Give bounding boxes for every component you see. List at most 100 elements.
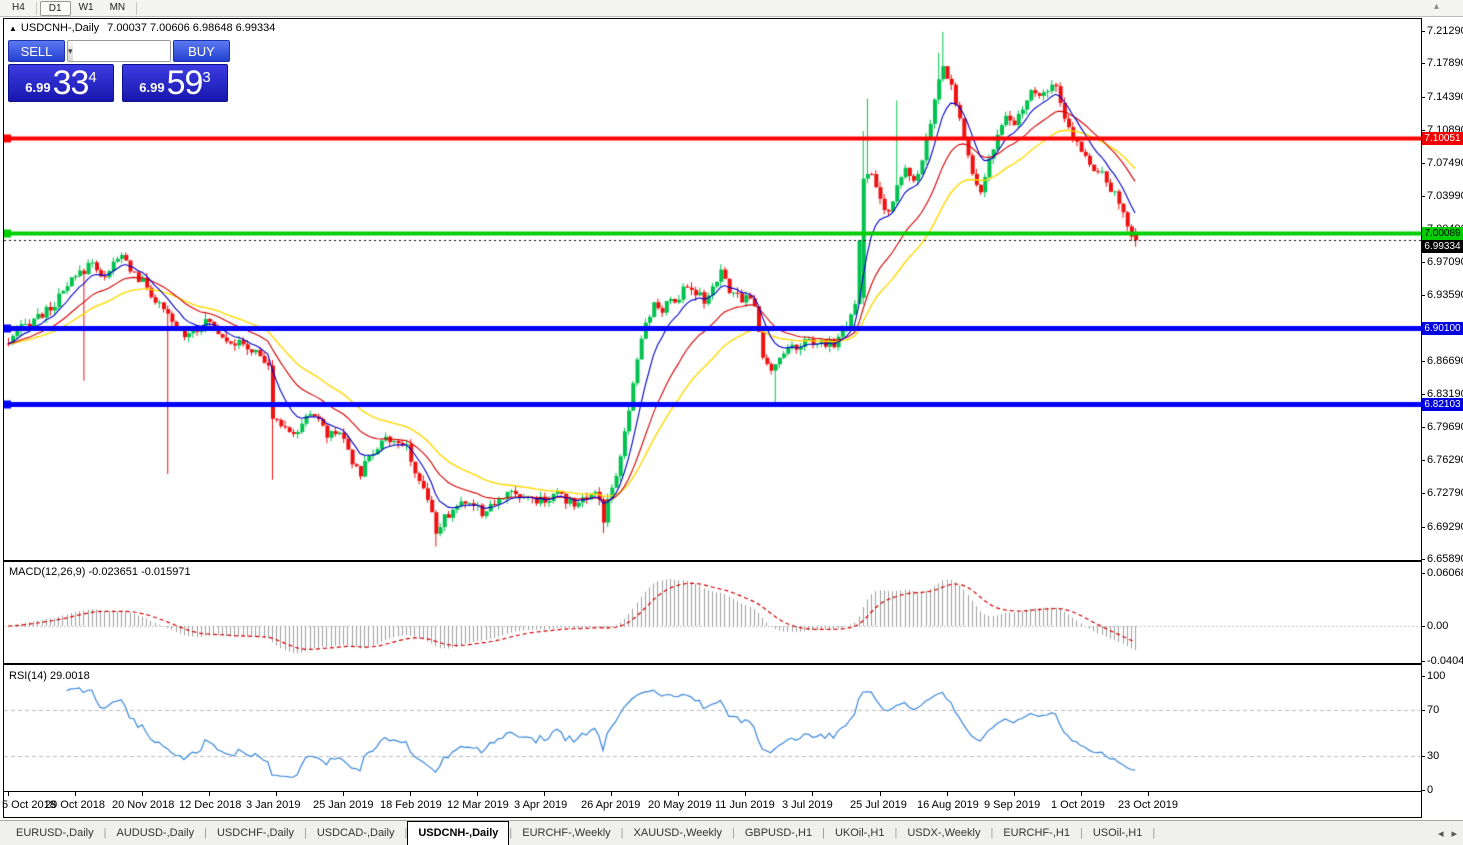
date-axis-bottom-border (3, 817, 1422, 818)
price-level-label: 7.10051 (1422, 132, 1463, 145)
price-axis-label: 7.03990 (1427, 190, 1463, 202)
axis-tick-mark (1421, 427, 1425, 428)
volume-input[interactable] (72, 41, 170, 61)
axis-tick-mark (1421, 63, 1425, 64)
price-axis-label: 6.65890 (1427, 553, 1463, 565)
chart-title: ▲ USDCNH-,Daily 7.00037 7.00606 6.98648 6.… (9, 22, 275, 34)
date-tick-mark (1014, 792, 1015, 796)
rsi-axis-label: 30 (1427, 750, 1440, 762)
price-axis-label: 6.69290 (1427, 521, 1463, 533)
chart-tabs: EURUSD-,Daily | AUDUSD-,Daily | USDCHF-,Dail… (0, 821, 1155, 845)
timeframe-toolbar: H4 D1 W1 MN ▴ (0, 0, 1463, 17)
date-tick-mark (745, 792, 746, 796)
rsi-bottom-border (3, 791, 1422, 792)
date-tick-mark (678, 792, 679, 796)
axis-tick-mark (1421, 31, 1425, 32)
timeframe-button-d1[interactable]: D1 (39, 0, 71, 16)
macd-rsi-divider[interactable] (3, 663, 1422, 665)
price-level-label: 6.99334 (1422, 240, 1463, 253)
date-tick-mark (880, 792, 881, 796)
chart-tab-usdx-weekly[interactable]: USDX-,Weekly (907, 827, 981, 839)
tab-separator: | (822, 827, 825, 839)
tab-separator: | (509, 827, 513, 839)
chart-tab-ukoil-h1[interactable]: UKOil-,H1 (834, 827, 885, 839)
axis-tick-mark (1421, 394, 1425, 395)
tab-separator: | (103, 827, 107, 839)
buy-price-point: 3 (202, 69, 211, 86)
tab-scroll-arrows: ◂ ▸ (1438, 821, 1457, 845)
macd-label: MACD(12,26,9) -0.023651 -0.015971 (9, 566, 191, 578)
chart-frame-top (3, 18, 1422, 19)
axis-tick-mark (1421, 710, 1425, 711)
date-axis-label: 3 Jul 2019 (782, 799, 833, 811)
buy-price-box[interactable]: 6.99 59 3 (122, 64, 228, 102)
buy-price-pips: 59 (166, 64, 204, 102)
axis-tick-mark (1421, 559, 1425, 560)
timeframe-button-h4[interactable]: H4 (12, 1, 25, 13)
price-axis-label: 6.72790 (1427, 487, 1463, 499)
chart-tab-gbpusd-h1[interactable]: GBPUSD-,H1 (744, 827, 813, 839)
tab-separator: | (204, 827, 207, 839)
price-axis-label: 6.79690 (1427, 421, 1463, 433)
axis-tick-mark (1421, 262, 1425, 263)
sell-price-box[interactable]: 6.99 33 4 (8, 64, 114, 102)
date-axis-label: 16 Aug 2019 (917, 799, 979, 811)
rsi-current-value: 29.0018 (49, 670, 90, 682)
date-axis-label: 3 Jan 2019 (246, 799, 301, 811)
tab-separator: | (620, 827, 624, 839)
date-axis-label: 20 May 2019 (648, 799, 712, 811)
chart-tab-bar: EURUSD-,Daily | AUDUSD-,Daily | USDCHF-,Dail… (0, 820, 1463, 845)
sell-button[interactable]: SELL (8, 40, 65, 62)
date-axis-label: 23 Oct 2019 (1118, 799, 1178, 811)
axis-tick-mark (1421, 661, 1425, 662)
tab-scroll-right-icon[interactable]: ▸ (1451, 827, 1457, 840)
sell-price-point: 4 (88, 69, 97, 86)
date-axis-label: 26 Apr 2019 (581, 799, 641, 811)
date-tick-mark (1148, 792, 1149, 796)
timeframe-button-mn[interactable]: MN (109, 1, 126, 13)
price-level-label: 6.90100 (1422, 322, 1463, 335)
chart-tab-xauusd-weekly[interactable]: XAUUSD-,Weekly (633, 827, 722, 839)
date-axis-label: 12 Mar 2019 (447, 799, 509, 811)
tab-separator: | (731, 827, 735, 839)
macd-panel-canvas[interactable] (4, 562, 1421, 663)
chart-shift-icon[interactable]: ▴ (1433, 1, 1439, 12)
axis-tick-mark (1421, 130, 1425, 131)
volume-decrease-button[interactable]: ▾ (68, 41, 73, 61)
sell-price-pips: 33 (52, 64, 90, 102)
date-axis-label: 25 Jul 2019 (850, 799, 907, 811)
chart-tab-eurchf-h1[interactable]: EURCHF-,H1 (1003, 827, 1070, 839)
timeframe-button-w1[interactable]: W1 (78, 1, 94, 13)
tab-separator: | (303, 827, 307, 839)
axis-tick-mark (1421, 756, 1425, 757)
rsi-axis-label: 70 (1427, 704, 1440, 716)
date-axis-label: 29 Oct 2018 (45, 799, 105, 811)
price-level-label: 7.00089 (1422, 227, 1463, 240)
main-chart-canvas[interactable] (4, 19, 1421, 560)
price-axis-label: 6.93590 (1427, 289, 1463, 301)
chart-tab-audusd-daily[interactable]: AUDUSD-,Daily (116, 827, 195, 839)
main-macd-divider[interactable] (3, 560, 1422, 562)
rsi-axis-label: 0 (1427, 784, 1434, 796)
tab-scroll-left-icon[interactable]: ◂ (1437, 827, 1444, 840)
date-tick-mark (209, 792, 210, 796)
tab-separator: | (404, 827, 408, 839)
rsi-axis-label: 100 (1427, 670, 1446, 682)
chart-tab-usdcad-daily[interactable]: USDCAD-,Daily (316, 827, 395, 839)
chart-tab-eurchf-weekly[interactable]: EURCHF-,Weekly (522, 827, 611, 839)
buy-button[interactable]: BUY (173, 40, 230, 62)
date-axis-label: 5 Oct 2018 (2, 799, 56, 811)
chart-tab-usoil-h1[interactable]: USOil-,H1 (1092, 827, 1143, 839)
date-tick-mark (343, 792, 344, 796)
chart-tab-eurusd-daily[interactable]: EURUSD-,Daily (16, 827, 94, 839)
rsi-panel-canvas[interactable] (4, 665, 1421, 791)
date-tick-mark (142, 792, 143, 796)
chart-tab-usdcnh-daily[interactable]: USDCNH-,Daily (407, 821, 510, 845)
timeframe-buttons: H4 D1 W1 MN (4, 0, 140, 16)
date-axis-label: 20 Nov 2018 (112, 799, 175, 811)
date-axis-label: 9 Sep 2019 (984, 799, 1041, 811)
chart-tab-usdchf-daily[interactable]: USDCHF-,Daily (216, 827, 294, 839)
macd-axis-label: 0.00 (1427, 620, 1449, 632)
